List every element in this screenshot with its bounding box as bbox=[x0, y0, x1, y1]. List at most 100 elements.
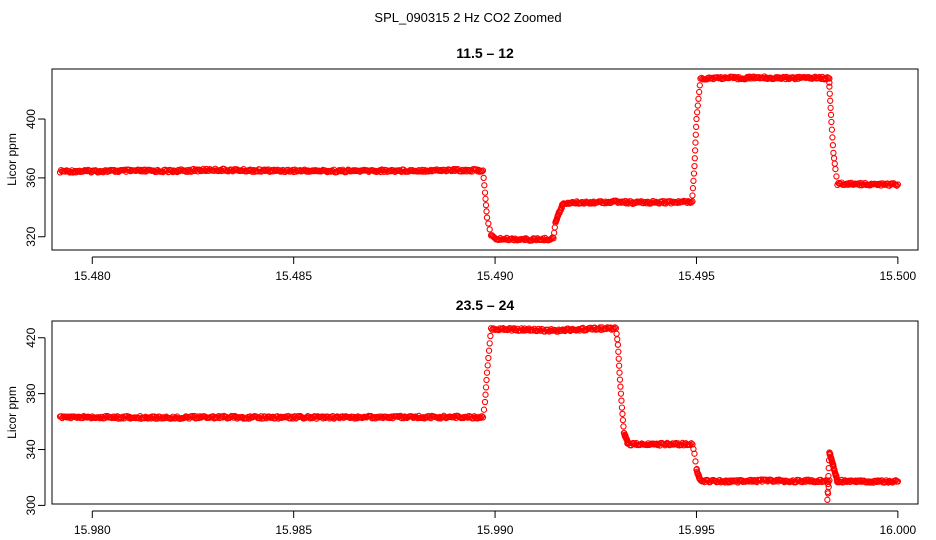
data-point bbox=[829, 141, 837, 149]
x-tick-label: 15.990 bbox=[477, 523, 514, 537]
data-point bbox=[831, 160, 838, 167]
y-tick-label: 320 bbox=[24, 226, 38, 246]
data-point bbox=[615, 362, 623, 369]
data-point bbox=[482, 195, 489, 203]
data-point bbox=[693, 109, 701, 116]
data-point bbox=[827, 104, 834, 111]
data-point bbox=[824, 480, 832, 488]
data-point bbox=[830, 155, 838, 162]
data-point bbox=[618, 397, 625, 404]
data-point bbox=[829, 134, 836, 141]
data-point bbox=[615, 348, 622, 355]
data-point bbox=[692, 458, 699, 465]
data-point bbox=[694, 102, 701, 109]
data-point bbox=[696, 88, 703, 96]
y-tick-label: 380 bbox=[24, 383, 38, 403]
data-point bbox=[874, 477, 881, 484]
data-point bbox=[617, 390, 625, 397]
data-point bbox=[479, 167, 487, 174]
data-point bbox=[422, 168, 429, 175]
x-tick-label: 15.980 bbox=[74, 523, 111, 537]
x-tick-label: 15.995 bbox=[678, 523, 715, 537]
x-tick-label: 15.495 bbox=[678, 269, 715, 283]
data-point bbox=[619, 417, 627, 424]
data-point bbox=[826, 83, 833, 90]
data-point bbox=[695, 95, 702, 102]
data-point bbox=[619, 410, 626, 418]
x-tick-label: 15.490 bbox=[477, 269, 514, 283]
data-point bbox=[688, 440, 695, 447]
y-axis-label: Licor ppm bbox=[5, 386, 19, 439]
data-point bbox=[690, 170, 698, 177]
data-point bbox=[409, 413, 416, 420]
data-point bbox=[828, 118, 835, 126]
data-point bbox=[691, 450, 698, 457]
x-tick-label: 15.480 bbox=[74, 269, 111, 283]
data-point bbox=[485, 347, 493, 354]
data-point bbox=[483, 208, 490, 215]
data-point bbox=[693, 115, 700, 123]
y-tick-label: 300 bbox=[24, 495, 38, 515]
data-point bbox=[825, 472, 832, 480]
data-point bbox=[827, 111, 835, 119]
data-series bbox=[56, 73, 902, 244]
data-point bbox=[616, 376, 624, 383]
data-point bbox=[483, 376, 490, 384]
data-point bbox=[620, 423, 627, 430]
chart-panel-bottom: 23.5 – 24 15.980 15.985 15.990 15.995 16.000 3… bbox=[5, 297, 919, 537]
data-point bbox=[484, 362, 491, 369]
plot-frame bbox=[51, 68, 919, 251]
data-point bbox=[615, 355, 622, 362]
data-point bbox=[692, 123, 700, 131]
data-point bbox=[826, 90, 833, 97]
data-point bbox=[478, 168, 486, 175]
data-point bbox=[688, 199, 695, 206]
data-point bbox=[614, 336, 621, 343]
data-point bbox=[827, 97, 834, 104]
data-point bbox=[826, 477, 833, 484]
chart-title: 11.5 – 12 bbox=[456, 45, 514, 61]
x-tick-label: 15.500 bbox=[880, 269, 917, 283]
data-point bbox=[616, 369, 623, 376]
data-point bbox=[691, 162, 698, 170]
data-series bbox=[56, 324, 902, 503]
data-point bbox=[894, 181, 902, 188]
figure-title: SPL_090315 2 Hz CO2 Zoomed bbox=[374, 10, 561, 25]
data-point bbox=[826, 79, 833, 86]
data-point bbox=[321, 413, 328, 420]
data-point bbox=[828, 126, 836, 133]
y-tick-label: 420 bbox=[24, 327, 38, 347]
data-point bbox=[486, 226, 493, 233]
x-tick-label: 15.985 bbox=[275, 523, 312, 537]
data-point bbox=[824, 488, 831, 496]
data-point bbox=[478, 413, 486, 420]
data-point bbox=[893, 182, 900, 189]
data-point bbox=[485, 354, 492, 362]
data-point bbox=[826, 75, 833, 82]
data-point bbox=[832, 165, 839, 173]
data-point bbox=[482, 391, 489, 398]
data-point bbox=[824, 496, 831, 503]
data-point bbox=[325, 413, 332, 421]
data-point bbox=[618, 404, 626, 411]
data-point bbox=[261, 166, 268, 173]
data-point bbox=[691, 155, 698, 162]
data-point bbox=[830, 149, 837, 157]
data-point bbox=[482, 201, 490, 209]
data-point bbox=[689, 185, 697, 192]
chart-panel-top: 11.5 – 12 15.480 15.485 15.490 15.495 15.500 3… bbox=[5, 45, 919, 283]
data-point bbox=[689, 198, 696, 205]
data-point bbox=[483, 369, 491, 376]
data-point bbox=[691, 147, 699, 154]
x-tick-label: 16.000 bbox=[880, 523, 917, 537]
data-point bbox=[696, 82, 703, 89]
data-point bbox=[614, 341, 622, 348]
data-point bbox=[479, 414, 487, 421]
data-point bbox=[480, 174, 487, 182]
plot-frame bbox=[51, 320, 919, 505]
data-point bbox=[481, 182, 488, 189]
data-point bbox=[689, 192, 696, 199]
data-point bbox=[307, 413, 315, 421]
data-point bbox=[692, 131, 699, 138]
